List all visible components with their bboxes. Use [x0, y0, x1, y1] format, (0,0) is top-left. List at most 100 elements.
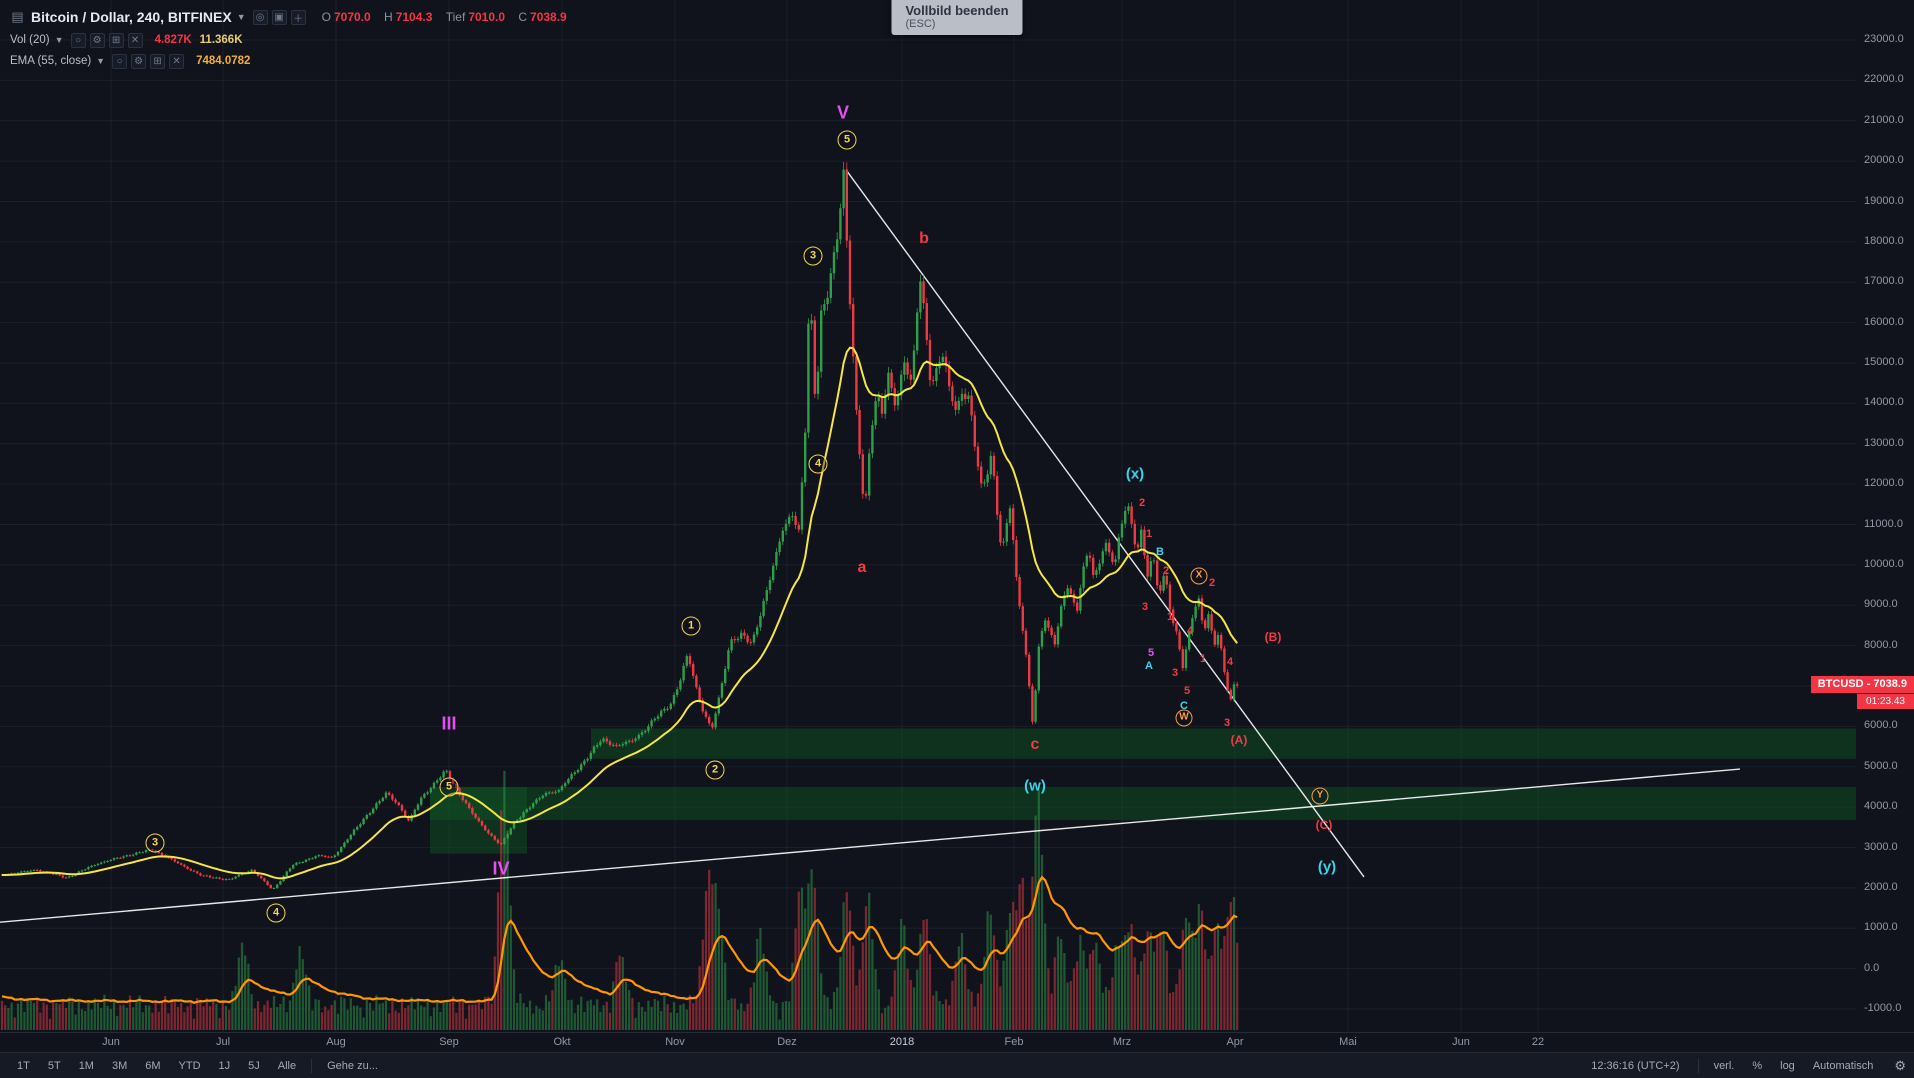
- toolbar-divider: [1697, 1058, 1699, 1073]
- close-icon[interactable]: ✕: [169, 53, 185, 69]
- open-value: 7070.0: [333, 10, 371, 24]
- price-tick-label: -1000.0: [1864, 1002, 1902, 1014]
- volume-indicator-label[interactable]: Vol (20): [10, 34, 50, 46]
- low-value: 7010.0: [468, 10, 506, 24]
- range-button-1J[interactable]: 1J: [210, 1057, 240, 1075]
- price-tick-label: 0.0: [1864, 961, 1880, 974]
- toolbar-left-group: 1T 5T 1M 3M 6M YTD 1J 5J Alle Gehe zu...: [8, 1057, 387, 1075]
- volume-ma-line[interactable]: [1, 875, 1238, 1004]
- symbol-title[interactable]: Bitcoin / Dollar, 240, BITFINEX: [31, 9, 232, 25]
- range-button-1M[interactable]: 1M: [70, 1057, 103, 1075]
- price-tick-label: 19000.0: [1864, 194, 1904, 207]
- symbol-row: ▤ Bitcoin / Dollar, 240, BITFINEX ▼ ◎ ▣ …: [10, 6, 577, 28]
- price-tick-label: 13000.0: [1864, 436, 1904, 449]
- range-button-6M[interactable]: 6M: [136, 1057, 169, 1075]
- price-tick-label: 2000.0: [1864, 880, 1898, 893]
- percent-scale-button[interactable]: %: [1743, 1057, 1771, 1075]
- price-tick-label: 16000.0: [1864, 315, 1904, 328]
- close-icon[interactable]: ✕: [127, 32, 143, 48]
- tooltip-esc-hint: (ESC): [905, 18, 936, 30]
- range-button-YTD[interactable]: YTD: [170, 1057, 210, 1075]
- last-price-tag: BTCUSD - 7038.9: [1810, 676, 1914, 693]
- range-button-Alle[interactable]: Alle: [269, 1057, 305, 1075]
- close-label: C: [518, 10, 528, 24]
- ema-indicator-label[interactable]: EMA (55, close): [10, 55, 92, 67]
- goto-date-button[interactable]: Gehe zu...: [318, 1057, 387, 1075]
- volume-caret-icon[interactable]: ▼: [54, 35, 64, 45]
- gear-icon[interactable]: ⚙: [131, 53, 147, 69]
- close-value: 7038.9: [530, 10, 567, 24]
- candles-layer: [0, 161, 1239, 890]
- ema-line[interactable]: [1, 346, 1238, 880]
- fullscreen-exit-tooltip: Vollbild beenden (ESC): [891, 0, 1023, 35]
- settings-gear-icon[interactable]: ⚙: [1894, 1057, 1906, 1073]
- last-price-label: BTCUSD - 7038.9: [1817, 678, 1907, 690]
- time-tick-label: Jun: [1452, 1036, 1470, 1048]
- more-icon[interactable]: ⊞: [108, 32, 124, 48]
- ema-indicator-row: EMA (55, close) ▼ ○ ⚙ ⊞ ✕ 7484.0782: [10, 52, 577, 70]
- trendlines-layer[interactable]: [0, 170, 1741, 923]
- gear-icon[interactable]: ⚙: [89, 32, 105, 48]
- auto-scale-button[interactable]: Automatisch: [1804, 1057, 1883, 1075]
- tooltip-title: Vollbild beenden: [905, 3, 1009, 18]
- high-value: 7104.3: [395, 10, 433, 24]
- price-tick-label: 18000.0: [1864, 234, 1904, 247]
- range-button-1T[interactable]: 1T: [8, 1057, 39, 1075]
- chart-legend: ▤ Bitcoin / Dollar, 240, BITFINEX ▼ ◎ ▣ …: [10, 6, 577, 73]
- eye-icon[interactable]: ○: [70, 32, 86, 48]
- price-tick-label: 11000.0: [1864, 517, 1903, 530]
- ema-caret-icon[interactable]: ▼: [96, 56, 106, 66]
- ema-value: 7484.0782: [196, 55, 251, 67]
- time-tick-label: Dez: [777, 1036, 797, 1048]
- time-axis[interactable]: Jun Jul Aug Sep Okt Nov Dez 2018 Feb Mrz Apr Mai Jun…: [0, 1032, 1914, 1052]
- volume-indicator-row: Vol (20) ▼ ○ ⚙ ⊞ ✕ 4.827K 11.366K: [10, 31, 577, 49]
- extended-hours-button[interactable]: verl.: [1705, 1057, 1744, 1075]
- time-tick-label: Mai: [1339, 1036, 1357, 1048]
- price-tick-label: 5000.0: [1864, 759, 1898, 772]
- price-axis[interactable]: 23000.0 22000.0 21000.0 20000.0 19000.0 18000…: [1857, 0, 1914, 1032]
- clock[interactable]: 12:36:16 (UTC+2): [1591, 1059, 1680, 1072]
- toolbar-divider: [311, 1058, 313, 1073]
- price-tick-label: 12000.0: [1864, 477, 1904, 490]
- price-tick-label: 17000.0: [1864, 275, 1904, 288]
- compare-icon[interactable]: ◎: [252, 9, 268, 25]
- range-button-5T[interactable]: 5T: [39, 1057, 70, 1075]
- volume-layer: [0, 770, 1239, 1030]
- price-tick-label: 21000.0: [1864, 113, 1904, 126]
- time-tick-label: 2018: [889, 1036, 915, 1048]
- log-scale-button[interactable]: log: [1771, 1057, 1804, 1075]
- time-tick-label: Jun: [102, 1036, 120, 1048]
- price-tick-label: 3000.0: [1864, 840, 1898, 853]
- volume-value: 4.827K: [154, 34, 192, 46]
- bar-countdown-tag: 01:23.43: [1857, 694, 1914, 709]
- price-tick-label: 6000.0: [1864, 719, 1898, 732]
- support-zones-layer: [430, 728, 1856, 854]
- range-button-5J[interactable]: 5J: [239, 1057, 269, 1075]
- eye-icon[interactable]: ○: [112, 53, 128, 69]
- range-button-3M[interactable]: 3M: [103, 1057, 136, 1075]
- time-tick-label: Jul: [215, 1036, 231, 1048]
- price-tick-label: 22000.0: [1864, 73, 1904, 86]
- bottom-toolbar: 1T 5T 1M 3M 6M YTD 1J 5J Alle Gehe zu... 12:36:1…: [0, 1052, 1914, 1078]
- symbol-caret-icon[interactable]: ▼: [236, 12, 246, 22]
- range-buttons: 1T 5T 1M 3M 6M YTD 1J 5J Alle: [8, 1057, 305, 1075]
- time-tick-label: Feb: [1004, 1036, 1024, 1048]
- price-tick-label: 1000.0: [1864, 921, 1898, 934]
- high-label: H: [384, 10, 393, 24]
- price-tick-label: 15000.0: [1864, 356, 1904, 368]
- volume-ma-value: 11.366K: [199, 34, 243, 46]
- toolbar-right-group: 12:36:16 (UTC+2) verl. % log Automatisch…: [1591, 1057, 1906, 1075]
- time-tick-label: Sep: [439, 1036, 459, 1048]
- more-icon[interactable]: ⊞: [150, 53, 166, 69]
- time-tick-label: Aug: [326, 1036, 346, 1048]
- time-tick-label: Okt: [553, 1036, 571, 1048]
- chart-menu-icon[interactable]: ▤: [11, 9, 24, 24]
- price-chart-canvas[interactable]: [0, 0, 1856, 1032]
- time-tick-label: Mrz: [1112, 1036, 1132, 1048]
- open-label: O: [321, 10, 331, 24]
- price-tick-label: 8000.0: [1864, 638, 1898, 651]
- price-tick-label: 23000.0: [1864, 33, 1904, 45]
- add-indicator-icon[interactable]: ＋: [290, 9, 306, 25]
- chart-style-icon[interactable]: ▣: [271, 9, 287, 25]
